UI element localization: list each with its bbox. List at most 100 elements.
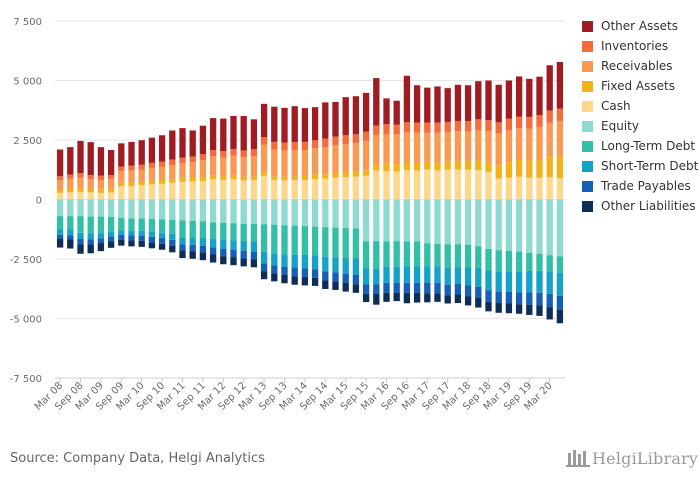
bar-segment [199, 221, 207, 239]
bar-segment [220, 151, 227, 158]
bar-segment [97, 175, 105, 180]
bar-segment [179, 237, 186, 245]
bar-segment [515, 304, 523, 314]
bar-segment [250, 224, 258, 242]
bar-segment [56, 176, 64, 180]
bar-segment [332, 281, 339, 290]
bar-segment [87, 174, 94, 180]
legend-swatch [582, 140, 593, 152]
bar-segment [169, 233, 176, 240]
bar-segment [424, 122, 431, 133]
bar-segment [403, 169, 411, 200]
bar-segment [87, 142, 94, 175]
bar-segment [546, 177, 553, 200]
bar-segment [454, 84, 462, 121]
bar-segment [199, 160, 207, 178]
bar-segment [393, 124, 400, 135]
bar-segment [77, 140, 84, 174]
bar-segment [271, 265, 278, 274]
bar-segment [158, 232, 166, 239]
bar-segment [118, 218, 125, 231]
bar-segment [373, 164, 380, 171]
bar-segment [311, 226, 319, 256]
bar-segment [464, 296, 472, 306]
bar-segment [373, 293, 380, 305]
bar-segment [77, 239, 84, 245]
bar-segment [383, 98, 390, 125]
bar-segment [220, 256, 227, 265]
bar-segment [189, 244, 196, 252]
bar-segment [556, 256, 564, 274]
bar-segment [281, 199, 288, 226]
legend-item: Cash [582, 96, 698, 116]
bar-segment [189, 181, 196, 200]
bar-segment [322, 138, 329, 148]
bar-segment [464, 120, 472, 132]
bar-segment [413, 199, 421, 242]
bar-segment [383, 124, 390, 135]
bar-segment [464, 169, 472, 200]
bar-segment [413, 132, 421, 163]
bar-segment [230, 223, 237, 241]
bar-segment [260, 171, 268, 176]
bar-segment [56, 179, 64, 190]
bar-segment [546, 156, 553, 178]
bar-segment [403, 199, 411, 242]
bar-segment [454, 169, 462, 200]
bar-segment [97, 233, 105, 239]
bar-segment [271, 149, 278, 177]
y-tick-label: -7 500 [10, 374, 42, 385]
bar-segment [189, 220, 196, 238]
bar-segment [403, 132, 411, 163]
bar-segment [169, 199, 176, 220]
bar-segment [199, 177, 207, 181]
bar-segment [128, 165, 135, 171]
bar-segment [291, 176, 298, 180]
bar-segment [301, 276, 309, 286]
bar-segment [220, 222, 227, 240]
bar-segment [332, 145, 339, 173]
bar-segment [373, 125, 380, 136]
bar-segment [179, 220, 186, 238]
bar-segment [240, 250, 247, 259]
bar-segment [199, 245, 207, 253]
bar-segment [352, 143, 360, 172]
bar-segment [260, 103, 268, 138]
bar-segment [87, 179, 94, 190]
bar-segment [199, 252, 207, 261]
bar-segment [148, 236, 156, 243]
bar-segment [454, 294, 462, 304]
bar-segment [67, 147, 74, 175]
helgi-library-logo: HelgiLibrary [566, 448, 698, 468]
bar-segment [260, 199, 268, 225]
bar-segment [454, 161, 462, 170]
bar-segment [393, 293, 400, 302]
bar-segment [536, 270, 543, 293]
bar-segment [220, 118, 227, 152]
bar-segment [291, 199, 298, 226]
bar-segment [199, 154, 207, 161]
bar-segment [383, 292, 390, 302]
bar-segment [56, 234, 64, 240]
bar-segment [546, 271, 553, 294]
bar-segment [260, 271, 268, 280]
bar-segment [424, 282, 431, 294]
legend-item: Fixed Assets [582, 76, 698, 96]
bar-segment [311, 255, 319, 270]
bar-segment [189, 251, 196, 259]
bar-segment [424, 199, 431, 244]
bar-segment [362, 131, 370, 141]
bar-segment [556, 120, 564, 156]
bar-segment [87, 189, 94, 193]
bar-segment [107, 192, 115, 200]
bar-segment [107, 179, 115, 190]
bar-segment [515, 76, 523, 117]
bar-segment [97, 238, 105, 244]
bar-segment [230, 249, 237, 258]
bar-segment [373, 268, 380, 285]
bar-segment [291, 254, 298, 268]
bar-segment [424, 266, 431, 283]
bar-segment [352, 96, 360, 135]
bar-segment [495, 250, 502, 272]
bar-segment [454, 131, 462, 162]
